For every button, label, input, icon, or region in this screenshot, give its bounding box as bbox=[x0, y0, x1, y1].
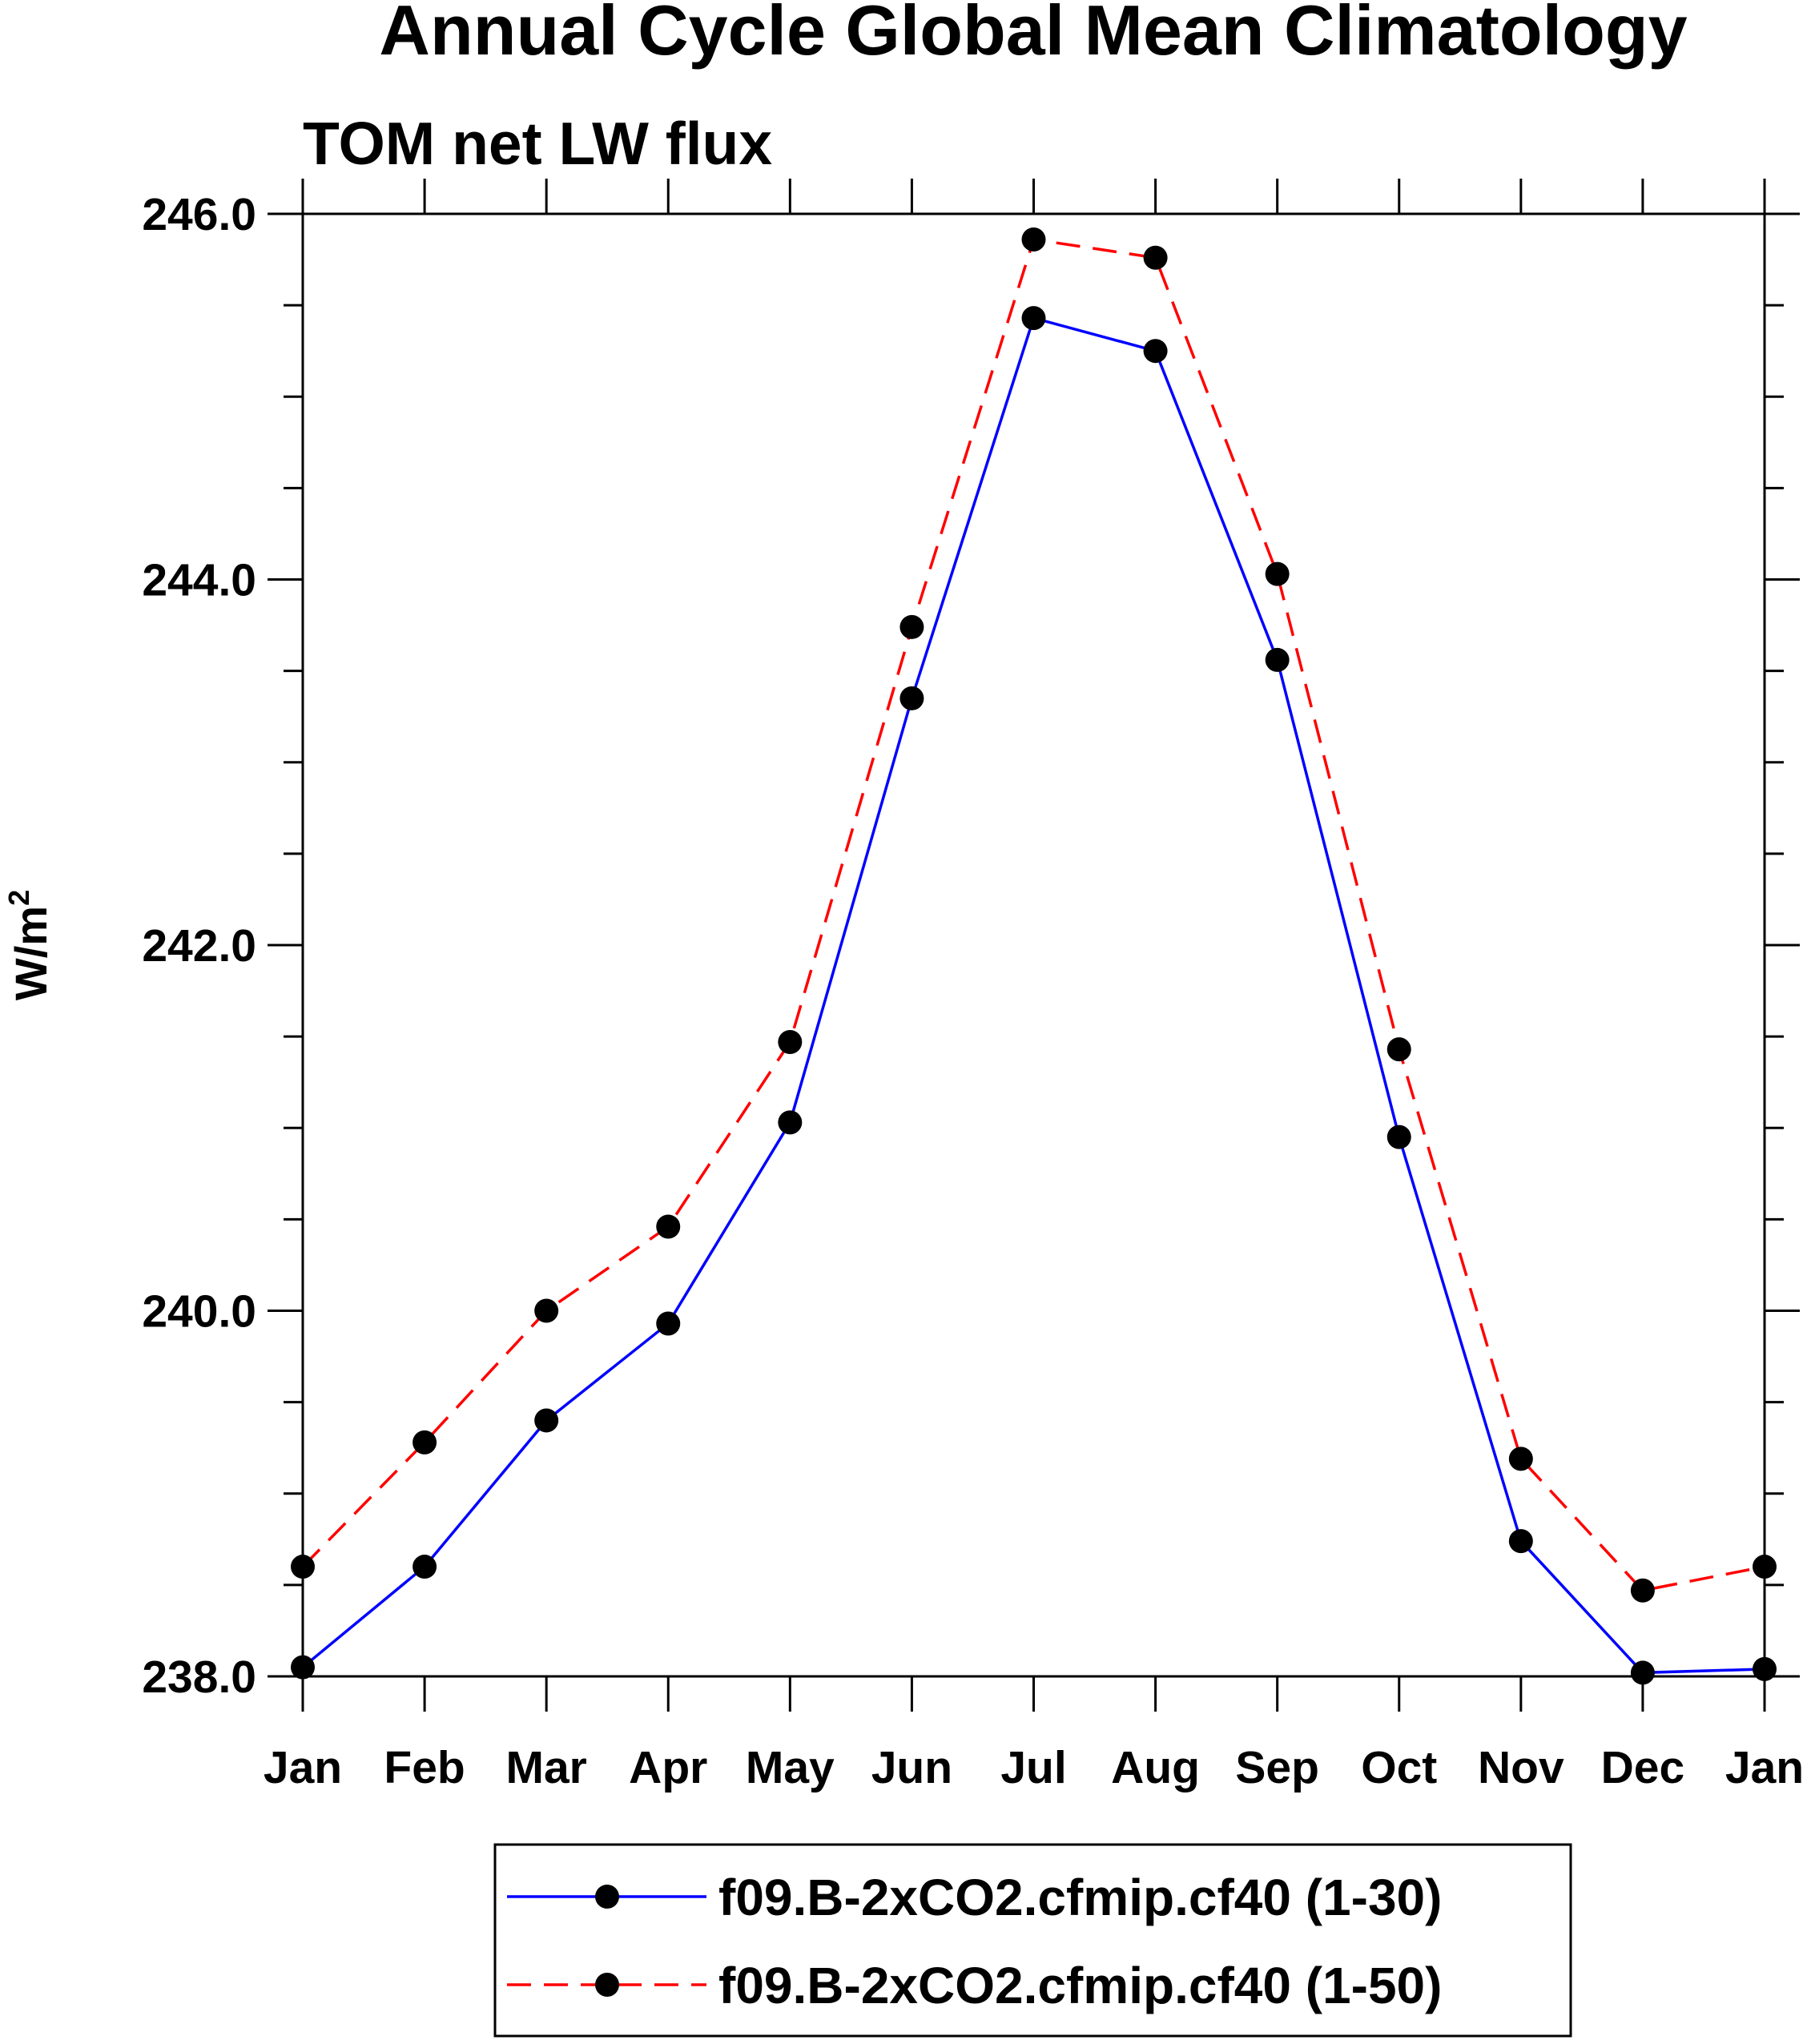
x-tick-label: Nov bbox=[1478, 1742, 1564, 1793]
x-tick-label: Dec bbox=[1601, 1742, 1685, 1793]
series-1-point bbox=[1386, 1125, 1411, 1149]
x-tick-label: Oct bbox=[1361, 1742, 1437, 1793]
series-1-point bbox=[899, 686, 924, 710]
y-tick-label: 246.0 bbox=[142, 189, 256, 240]
series-1-point bbox=[534, 1408, 559, 1433]
y-tick-label: 238.0 bbox=[142, 1652, 256, 1703]
series-2-point bbox=[534, 1298, 559, 1323]
x-tick-label: Jan bbox=[1725, 1742, 1804, 1793]
series-2-point bbox=[413, 1430, 437, 1455]
series-2-point bbox=[1508, 1446, 1533, 1471]
series-2-point bbox=[778, 1029, 803, 1054]
series-2-point bbox=[1753, 1555, 1777, 1579]
legend-marker-2 bbox=[595, 1973, 619, 1997]
series-2-point bbox=[1021, 227, 1046, 251]
chart-subtitle: TOM net LW flux bbox=[303, 110, 772, 177]
x-tick-label: Apr bbox=[629, 1742, 707, 1793]
plot-area: 238.0 240.0 242.0 244.0 246.0 Jan Feb Mar Apr May… bbox=[142, 179, 1804, 1793]
x-tick-label: Feb bbox=[384, 1742, 465, 1793]
series-1-point bbox=[1630, 1660, 1655, 1685]
series-1-point bbox=[1508, 1529, 1533, 1554]
legend-box bbox=[493, 1843, 1572, 2038]
plot-frame bbox=[301, 212, 1766, 1678]
series-1-point bbox=[1143, 339, 1168, 364]
series-1-point bbox=[778, 1110, 803, 1135]
x-tick-label: Jan bbox=[264, 1742, 342, 1793]
y-axis-label: W/m2 bbox=[2, 890, 56, 1000]
series-2-point bbox=[899, 614, 924, 639]
series-1-point bbox=[291, 1655, 315, 1680]
series-2-point bbox=[1630, 1578, 1655, 1603]
x-tick-label: Sep bbox=[1235, 1742, 1319, 1793]
series-1-point bbox=[1021, 306, 1046, 331]
x-tick-label: Jul bbox=[1000, 1742, 1066, 1793]
series-1-point bbox=[1265, 647, 1290, 672]
series-1-point bbox=[413, 1555, 437, 1579]
chart-title: Annual Cycle Global Mean Climatology bbox=[379, 0, 1687, 70]
x-tick-label: Mar bbox=[505, 1742, 586, 1793]
series-2-point bbox=[1386, 1037, 1411, 1062]
series-1-point bbox=[1753, 1656, 1777, 1681]
series-2-point bbox=[656, 1214, 681, 1239]
legend-label-1: f09.B-2xCO2.cfmip.cf40 (1-30) bbox=[718, 1869, 1442, 1926]
x-tick-label: Jun bbox=[871, 1742, 952, 1793]
y-tick-label: 242.0 bbox=[142, 920, 256, 972]
legend: f09.B-2xCO2.cfmip.cf40 (1-30) f09.B-2xCO2… bbox=[493, 1843, 1572, 2038]
series-2-point bbox=[1143, 245, 1168, 270]
legend-label-2: f09.B-2xCO2.cfmip.cf40 (1-50) bbox=[718, 1957, 1442, 2014]
x-tick-label: May bbox=[746, 1742, 835, 1793]
legend-marker-1 bbox=[595, 1885, 619, 1909]
series-line-2 bbox=[301, 238, 1765, 1592]
series-2-point bbox=[1265, 561, 1290, 586]
series-1-point bbox=[656, 1311, 681, 1336]
x-tick-label: Aug bbox=[1111, 1742, 1200, 1793]
series-2-point bbox=[291, 1555, 315, 1579]
y-tick-label: 244.0 bbox=[142, 555, 256, 606]
series-line-1 bbox=[301, 316, 1765, 1675]
y-tick-label: 240.0 bbox=[142, 1286, 256, 1338]
